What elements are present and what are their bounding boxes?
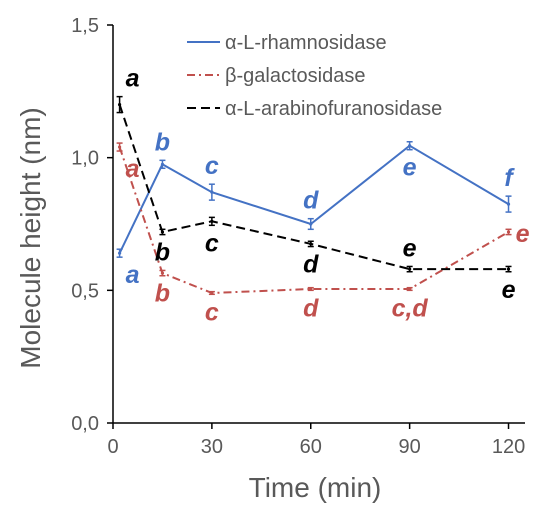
significance-letter: a: [126, 65, 140, 93]
series-3: [116, 95, 512, 273]
y-tick-label: 1,5: [71, 15, 99, 37]
y-axis-title: Molecule height (nm): [15, 107, 46, 368]
significance-letter: d: [303, 187, 319, 215]
significance-letter: b: [155, 128, 170, 156]
data-point: [210, 190, 214, 194]
data-point: [408, 267, 412, 271]
series-line: [118, 146, 509, 295]
data-point: [506, 230, 511, 234]
data-point: [117, 251, 122, 255]
significance-letter: b: [155, 280, 170, 308]
x-tick-label: 120: [492, 436, 525, 458]
data-point: [309, 287, 313, 291]
significance-letter: f: [504, 164, 515, 192]
significance-letter: d: [303, 294, 319, 322]
y-tick-label: 0,0: [71, 413, 99, 435]
significance-letter: c,d: [392, 294, 429, 322]
data-point: [408, 144, 412, 148]
data-point: [210, 219, 214, 223]
data-point: [408, 287, 412, 291]
legend-item-1: α-L-rhamnosidase: [187, 32, 387, 54]
significance-letter: e: [516, 220, 530, 248]
significance-letter: b: [155, 239, 170, 267]
significance-letter: c: [205, 298, 219, 326]
x-tick-label: 30: [201, 436, 223, 458]
data-point: [506, 202, 511, 206]
series-line: [118, 144, 510, 254]
data-point: [117, 103, 122, 107]
significance-letter: e: [403, 154, 417, 182]
legend-item-2: β-galactosidase: [187, 65, 365, 87]
data-point: [210, 291, 214, 295]
axes: 0,0 0,5 1,0 1,5 0 30 60 90 120: [71, 15, 525, 458]
legend-item-3: α-L-arabinofuranosidase: [187, 98, 442, 120]
data-point: [160, 230, 165, 234]
data-point: [309, 242, 313, 246]
data-point: [117, 145, 122, 149]
significance-letter: e: [403, 234, 417, 262]
x-axis-title: Time (min): [249, 472, 382, 503]
significance-letter: e: [502, 276, 516, 304]
significance-letter: a: [126, 261, 140, 289]
series-lines: [116, 95, 512, 296]
data-point: [160, 162, 165, 166]
x-tick-label: 90: [399, 436, 421, 458]
significance-letter: a: [126, 155, 140, 183]
significance-letter: c: [205, 152, 219, 180]
data-point: [506, 267, 511, 271]
x-tick-label: 60: [300, 436, 322, 458]
significance-letter: d: [303, 251, 319, 279]
legend: α-L-rhamnosidase β-galactosidase α-L-arabi…: [187, 32, 442, 120]
legend-label: α-L-rhamnosidase: [225, 32, 387, 54]
x-tick-label: 0: [107, 436, 118, 458]
legend-label: α-L-arabinofuranosidase: [225, 98, 442, 120]
data-point: [309, 222, 313, 226]
y-tick-label: 0,5: [71, 280, 99, 302]
series-1: [116, 140, 512, 258]
y-tick-label: 1,0: [71, 148, 99, 170]
data-point: [160, 271, 165, 275]
significance-letter: c: [205, 229, 219, 257]
legend-label: β-galactosidase: [225, 65, 365, 87]
series-2: [116, 142, 512, 296]
